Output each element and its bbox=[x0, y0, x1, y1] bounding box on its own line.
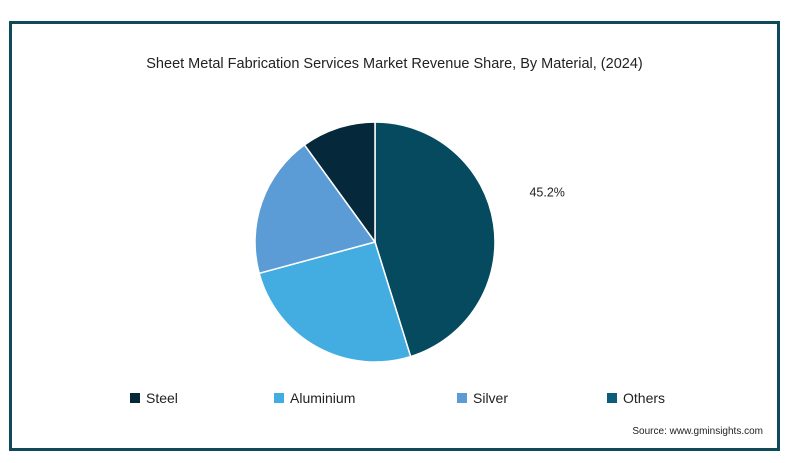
legend-item-silver: Silver bbox=[457, 390, 508, 406]
source-note: Source: www.gminsights.com bbox=[632, 426, 763, 437]
legend-swatch-others bbox=[607, 393, 617, 403]
legend-item-aluminium: Aluminium bbox=[274, 390, 355, 406]
legend-label-silver: Silver bbox=[473, 390, 509, 406]
legend-swatch-steel bbox=[130, 393, 140, 403]
legend-label-aluminium: Aluminium bbox=[290, 390, 356, 406]
legend-item-others: Others bbox=[607, 390, 665, 406]
legend-label-steel: Steel bbox=[146, 390, 178, 406]
legend-label-others: Others bbox=[623, 390, 666, 406]
pie-slice-aluminium bbox=[258, 241, 412, 363]
legend: Steel Aluminium Silver Others bbox=[12, 390, 777, 410]
legend-swatch-aluminium bbox=[274, 393, 284, 403]
data-label-steel: 45.2% bbox=[529, 186, 564, 200]
legend-swatch-silver bbox=[457, 393, 467, 403]
pie-chart: 45.2% bbox=[254, 121, 565, 363]
pie-slice-others bbox=[303, 121, 376, 245]
pie-slice-steel bbox=[374, 121, 496, 358]
legend-item-steel: Steel bbox=[130, 390, 178, 406]
pie-slice-silver bbox=[254, 143, 377, 275]
chart-title: Sheet Metal Fabrication Services Market … bbox=[146, 56, 643, 72]
chart-frame: Sheet Metal Fabrication Services Market … bbox=[9, 21, 780, 451]
